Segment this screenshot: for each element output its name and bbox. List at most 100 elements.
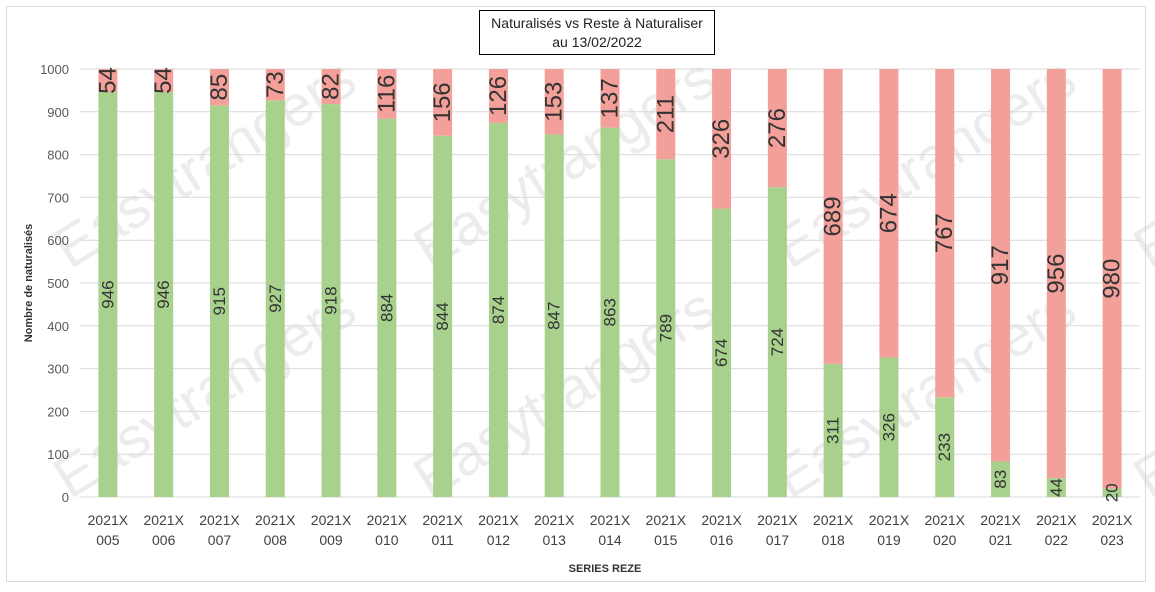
x-tick-label: 2021X xyxy=(590,512,631,528)
watermark-text: Easytrangers xyxy=(1122,275,1155,511)
x-tick-label: 021 xyxy=(989,532,1013,548)
y-tick-label: 600 xyxy=(47,233,69,248)
x-tick-label: 023 xyxy=(1100,532,1124,548)
bar-segment-reste xyxy=(712,69,732,209)
data-label-reste: 82 xyxy=(318,73,345,100)
x-tick-label: 019 xyxy=(877,532,901,548)
bar-segment-naturalises xyxy=(377,118,397,497)
bar-segment-reste xyxy=(265,69,285,101)
y-tick-label: 300 xyxy=(47,362,69,377)
data-label-naturalises: 44 xyxy=(1047,478,1066,497)
bar-segment-naturalises xyxy=(879,357,899,497)
data-label-naturalises: 20 xyxy=(1103,483,1122,502)
bar-segment-naturalises xyxy=(600,127,620,498)
y-tick-labels: 0 100 200 300 400 500 600 700 800 900 1000 xyxy=(40,62,69,505)
x-tick-label: 2021X xyxy=(367,512,408,528)
watermark-text: Easytrangers xyxy=(42,275,366,511)
bar-segment-reste xyxy=(1102,69,1122,489)
y-tick-label: 200 xyxy=(47,404,69,419)
x-tick-label: 005 xyxy=(96,532,120,548)
x-tick-label: 011 xyxy=(431,532,454,548)
x-tick-label: 2021X xyxy=(701,512,742,528)
x-tick-label: 006 xyxy=(152,532,176,548)
data-label-reste: 767 xyxy=(931,213,958,253)
bar-segment-reste xyxy=(767,69,787,188)
data-label-naturalises: 915 xyxy=(210,287,229,315)
data-label-reste: 156 xyxy=(429,82,456,122)
bar-segment-reste xyxy=(321,69,341,105)
watermark-text: Easytrangers xyxy=(1122,45,1155,281)
x-tick-label: 2021X xyxy=(869,512,910,528)
x-tick-label: 017 xyxy=(766,532,790,548)
data-label-naturalises: 326 xyxy=(879,413,898,441)
x-tick-label: 009 xyxy=(319,532,343,548)
bar-segment-naturalises xyxy=(823,363,843,497)
x-tick-label: 2021X xyxy=(143,512,184,528)
data-label-naturalises: 233 xyxy=(935,433,954,461)
x-tick-label: 2021X xyxy=(924,512,965,528)
x-tick-label: 2021X xyxy=(646,512,687,528)
bar-segment-naturalises xyxy=(433,135,453,497)
x-tick-label: 2021X xyxy=(980,512,1021,528)
bars xyxy=(98,69,1122,498)
bar-segment-naturalises xyxy=(488,122,508,497)
bar-segment-reste xyxy=(377,69,397,119)
y-tick-label: 100 xyxy=(47,447,69,462)
data-label-reste: 137 xyxy=(597,78,624,118)
data-label-reste: 956 xyxy=(1043,254,1070,294)
x-tick-label: 2021X xyxy=(534,512,575,528)
data-label-reste: 917 xyxy=(987,245,1014,285)
bar-segment-naturalises xyxy=(265,100,285,497)
data-label-naturalises: 946 xyxy=(98,280,117,308)
x-tick-labels: 2021X 005 2021X 006 2021X 007 2021X 008 2021X 009… xyxy=(88,512,1133,548)
data-label-reste: 674 xyxy=(875,193,902,233)
x-tick-label: 2021X xyxy=(757,512,798,528)
data-label-reste: 980 xyxy=(1099,259,1126,299)
y-tick-label: 1000 xyxy=(40,62,69,77)
x-tick-label: 022 xyxy=(1045,532,1069,548)
bar-segment-reste xyxy=(991,69,1011,462)
x-tick-label: 2021X xyxy=(311,512,352,528)
data-label-reste: 54 xyxy=(150,67,177,94)
bar-segment-reste xyxy=(935,69,955,398)
y-axis-title: Nombre de naturalisés xyxy=(23,224,35,343)
bar-segment-naturalises xyxy=(1102,488,1122,497)
bar-segment-naturalises xyxy=(544,134,564,497)
chart-title-box: Naturalisés vs Reste à Naturaliser au 13… xyxy=(479,10,715,55)
data-label-naturalises: 884 xyxy=(377,294,396,322)
bar-segment-reste xyxy=(433,69,453,136)
x-tick-label: 2021X xyxy=(813,512,854,528)
x-tick-label: 013 xyxy=(543,532,567,548)
x-tick-label: 2021X xyxy=(1092,512,1133,528)
x-tick-label: 008 xyxy=(264,532,288,548)
data-label-naturalises: 874 xyxy=(489,296,508,324)
data-label-naturalises: 918 xyxy=(322,286,341,314)
bar-segment-reste xyxy=(98,69,118,93)
bar-segment-reste xyxy=(488,69,508,123)
x-tick-label: 016 xyxy=(710,532,734,548)
x-tick-label: 012 xyxy=(487,532,511,548)
x-tick-label: 2021X xyxy=(88,512,129,528)
x-axis-title: SERIES REZE xyxy=(569,563,642,575)
y-tick-label: 500 xyxy=(47,276,69,291)
x-tick-label: 2021X xyxy=(1036,512,1077,528)
bar-segment-reste xyxy=(209,69,229,106)
x-tick-label: 014 xyxy=(598,532,622,548)
y-tick-label: 800 xyxy=(47,148,69,163)
data-label-reste: 689 xyxy=(820,196,847,236)
data-label-naturalises: 844 xyxy=(433,302,452,330)
data-label-naturalises: 946 xyxy=(154,280,173,308)
data-label-naturalises: 927 xyxy=(266,284,285,312)
x-tick-label: 015 xyxy=(654,532,678,548)
x-tick-label: 2021X xyxy=(478,512,519,528)
bar-segment-reste xyxy=(600,69,620,128)
bar-segment-reste xyxy=(656,69,676,160)
data-label-naturalises: 724 xyxy=(768,328,787,356)
data-label-reste: 85 xyxy=(206,74,233,101)
bar-segment-naturalises xyxy=(656,159,676,498)
data-label-reste: 211 xyxy=(652,95,679,133)
bar-segment-naturalises xyxy=(321,104,341,497)
x-tick-label: 2021X xyxy=(255,512,296,528)
bar-segment-reste xyxy=(544,69,564,135)
data-label-reste: 276 xyxy=(764,108,791,148)
